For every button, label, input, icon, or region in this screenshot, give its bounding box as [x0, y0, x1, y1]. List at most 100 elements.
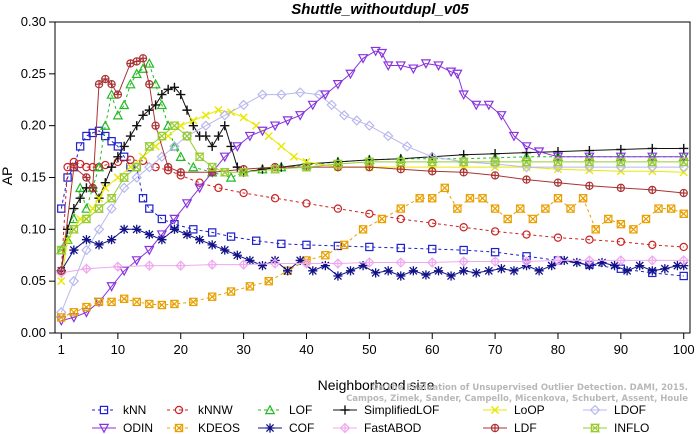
data-point-ldf — [57, 266, 66, 275]
data-point-simplifiedlof — [157, 89, 167, 100]
data-point-cof — [597, 257, 607, 268]
data-point-knn — [75, 142, 85, 151]
legend-label-odin: ODIN — [123, 421, 153, 434]
series-cof — [56, 224, 689, 281]
data-point-lof — [100, 120, 111, 130]
data-point-ldof — [382, 130, 394, 142]
data-point-ldf — [553, 178, 563, 187]
data-point-simplifiedlof — [553, 146, 563, 157]
data-point-odin — [458, 90, 469, 101]
plot-frame — [54, 21, 691, 334]
data-point-ldof — [169, 141, 180, 152]
data-point-simplifiedlof — [201, 131, 211, 141]
data-point-simplifiedlof — [226, 141, 236, 151]
data-point-fastabod — [81, 263, 92, 274]
data-point-kdeos — [553, 194, 563, 203]
legend-marker-simplifiedlof — [340, 405, 350, 415]
data-point-cof — [94, 240, 104, 250]
legend-marker-loop — [490, 405, 500, 415]
data-point-ldof — [68, 275, 80, 287]
data-point-inflo — [68, 225, 79, 234]
data-point-ldf — [107, 79, 116, 89]
data-point-ldof — [401, 141, 413, 152]
data-point-kdeos — [679, 209, 688, 218]
data-point-cof — [484, 266, 494, 276]
data-point-knnw — [396, 214, 405, 224]
data-point-kdeos — [453, 204, 462, 213]
data-point-kdeos — [666, 204, 676, 213]
data-point-odin — [678, 152, 689, 163]
legend-marker-kdeos — [174, 423, 184, 433]
data-point-loop — [264, 131, 273, 141]
data-point-cof — [195, 235, 205, 245]
data-point-odin — [232, 142, 243, 152]
data-point-lof — [81, 203, 92, 213]
data-point-kdeos — [119, 294, 129, 303]
series-line-loop — [60, 109, 684, 282]
data-point-inflo — [364, 157, 375, 167]
data-point-inflo — [615, 157, 626, 167]
data-point-cof — [446, 271, 456, 281]
chart-title: Shuttle_withoutdupl_v05 — [291, 1, 469, 18]
series-kdeos — [57, 183, 688, 322]
data-point-odin — [156, 230, 168, 240]
series-layer — [56, 46, 689, 327]
data-point-fastabod — [364, 257, 375, 268]
data-point-ldf — [145, 79, 154, 89]
data-point-cof — [320, 261, 330, 271]
data-point-ldf — [679, 188, 688, 198]
data-point-kdeos — [57, 313, 66, 322]
data-point-ldof — [257, 89, 268, 100]
data-point-cof — [345, 266, 356, 276]
legend-label-knn: kNN — [123, 403, 146, 417]
data-point-cof — [572, 257, 582, 268]
data-point-kdeos — [428, 194, 437, 203]
data-point-cof — [672, 261, 683, 271]
data-point-inflo — [194, 152, 205, 161]
data-point-kdeos — [440, 183, 450, 193]
data-point-odin — [219, 152, 230, 163]
data-point-kdeos — [145, 299, 154, 309]
data-point-loop — [201, 111, 210, 120]
data-point-ldf — [459, 168, 468, 177]
data-point-loop — [585, 166, 594, 175]
data-point-kdeos — [604, 214, 613, 224]
data-point-knnw — [459, 223, 468, 232]
data-point-fastabod — [332, 258, 344, 269]
data-point-simplifiedlof — [69, 204, 79, 214]
data-point-odin — [552, 152, 564, 163]
data-point-loop — [94, 194, 104, 203]
data-point-knn — [207, 228, 217, 237]
legend-item-odin: ODIN — [92, 421, 153, 434]
data-point-simplifiedlof — [257, 164, 268, 174]
data-point-lof — [175, 151, 186, 161]
legend-marker-knnw — [174, 405, 184, 415]
data-point-simplifiedlof — [490, 149, 500, 159]
data-point-cof — [132, 224, 142, 234]
data-point-inflo — [270, 165, 281, 174]
data-point-ldf — [490, 171, 500, 180]
data-point-fastabod — [112, 261, 124, 272]
data-point-kdeos — [578, 194, 588, 203]
data-point-cof — [358, 261, 368, 271]
data-point-knn — [365, 242, 374, 252]
data-point-loop — [277, 142, 286, 151]
legend-item-inflo: INFLO — [583, 421, 649, 434]
data-point-lof — [68, 213, 80, 224]
data-point-kdeos — [264, 276, 273, 286]
data-point-simplifiedlof — [182, 105, 192, 115]
data-point-odin — [370, 46, 381, 57]
data-point-kdeos — [465, 194, 475, 203]
data-point-inflo — [647, 157, 658, 167]
x-tick-label: 100 — [673, 342, 695, 357]
legend-item-knnw: kNNW — [167, 403, 233, 417]
series-line-ldof — [60, 91, 684, 313]
data-point-cof — [408, 266, 418, 276]
data-point-knnw — [585, 235, 594, 244]
data-point-odin — [194, 183, 205, 194]
data-point-simplifiedlof — [169, 82, 180, 92]
data-point-kdeos — [82, 302, 91, 312]
data-point-ldf — [163, 162, 173, 172]
data-point-ldof — [81, 244, 92, 256]
data-point-ldof — [351, 115, 363, 126]
